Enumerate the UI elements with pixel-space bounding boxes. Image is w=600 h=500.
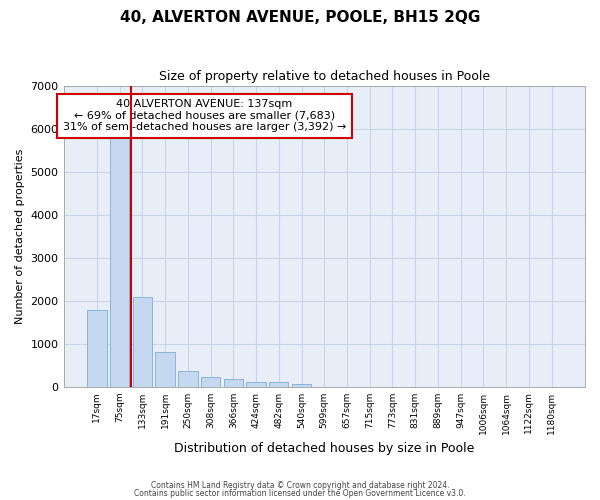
Bar xyxy=(87,310,107,386)
Bar xyxy=(247,382,266,386)
Title: Size of property relative to detached houses in Poole: Size of property relative to detached ho… xyxy=(159,70,490,83)
X-axis label: Distribution of detached houses by size in Poole: Distribution of detached houses by size … xyxy=(174,442,475,455)
Text: Contains HM Land Registry data © Crown copyright and database right 2024.: Contains HM Land Registry data © Crown c… xyxy=(151,481,449,490)
Bar xyxy=(110,138,130,386)
Y-axis label: Number of detached properties: Number of detached properties xyxy=(15,148,25,324)
Text: Contains public sector information licensed under the Open Government Licence v3: Contains public sector information licen… xyxy=(134,488,466,498)
Bar xyxy=(155,352,175,386)
Bar xyxy=(269,382,289,386)
Text: 40, ALVERTON AVENUE, POOLE, BH15 2QG: 40, ALVERTON AVENUE, POOLE, BH15 2QG xyxy=(120,10,480,25)
Bar xyxy=(178,371,197,386)
Bar xyxy=(224,380,243,386)
Bar xyxy=(133,297,152,386)
Text: 40 ALVERTON AVENUE: 137sqm
← 69% of detached houses are smaller (7,683)
31% of s: 40 ALVERTON AVENUE: 137sqm ← 69% of deta… xyxy=(62,99,346,132)
Bar xyxy=(201,377,220,386)
Bar xyxy=(292,384,311,386)
